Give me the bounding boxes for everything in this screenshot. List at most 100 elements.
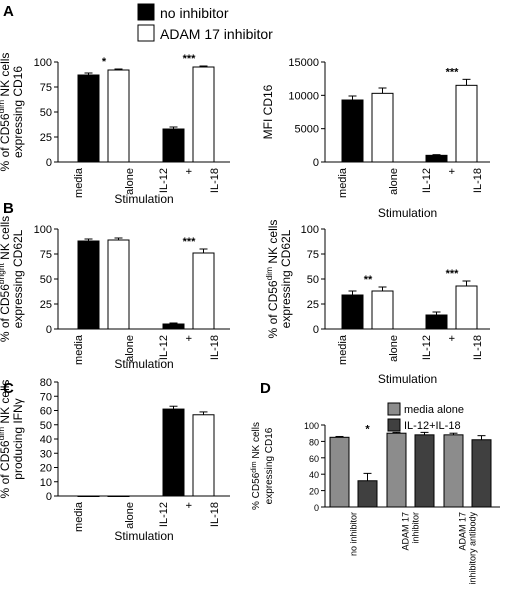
- significance-marker: ***: [183, 53, 197, 65]
- legend-d: media alone IL-12+IL-18: [387, 402, 464, 432]
- category-label-line: alone: [388, 168, 400, 195]
- y-tick-label: 60: [309, 454, 319, 464]
- category-label-line: +: [184, 335, 196, 341]
- bar: [455, 285, 478, 330]
- bar: [425, 154, 448, 163]
- significance-marker: *: [102, 56, 107, 68]
- bar: [371, 92, 394, 163]
- category-label-line: media: [73, 501, 85, 532]
- bar: [77, 495, 100, 497]
- category-label-line: IL-12: [421, 168, 433, 193]
- category-label: media alone: [337, 334, 400, 365]
- significance-marker: ***: [183, 236, 197, 248]
- y-tick-label: 5000: [295, 124, 319, 136]
- category-label: ADAM 17 inhibitory antibody: [458, 512, 478, 585]
- y-axis-label-line: expressing CD16: [264, 427, 275, 504]
- category-label-line: IL-18: [472, 168, 484, 193]
- chart-b: 0 25 50 75 100 % of CD56bright NK cellsexpres…: [0, 216, 230, 371]
- y-tick-label: 40: [309, 470, 319, 480]
- y-tick-label: 0: [46, 491, 52, 503]
- category-label-line: IL-18: [209, 168, 221, 193]
- y-tick-label: 70: [40, 391, 52, 403]
- y-tick-label: 0: [46, 324, 52, 336]
- bar: [414, 434, 435, 508]
- bar: [425, 314, 448, 330]
- y-tick-label: 15000: [288, 57, 319, 69]
- y-tick-label: 50: [40, 107, 52, 119]
- bar: [341, 294, 364, 330]
- y-axis-label-line: producing IFNγ: [11, 398, 25, 479]
- bar: [162, 323, 185, 330]
- bar: [107, 495, 130, 497]
- y-tick-label: 0: [314, 503, 319, 513]
- category-label: IL-12 + IL-18: [421, 168, 484, 193]
- category-label: media alone: [73, 501, 136, 532]
- y-tick-label: 0: [46, 157, 52, 169]
- category-label-line: no inhibitor: [349, 512, 359, 556]
- y-tick-label: 0: [313, 324, 319, 336]
- category-label-line: alone: [124, 168, 136, 195]
- y-tick-label: 50: [307, 274, 319, 286]
- y-tick-label: 50: [40, 274, 52, 286]
- significance-marker: **: [364, 274, 373, 286]
- y-axis-label-line: MFI CD16: [261, 84, 275, 139]
- y-axis-label-line: % of CD56dim NK cells: [264, 220, 280, 339]
- y-tick-label: 80: [309, 437, 319, 447]
- category-label-line: IL-18: [209, 502, 221, 527]
- y-axis-label: MFI CD16: [261, 84, 275, 139]
- category-label-line: IL-12: [421, 335, 433, 360]
- y-axis-label-line: % CD56dim NK cells: [251, 422, 263, 510]
- category-label-line: ADAM 17: [458, 512, 468, 551]
- legend-swatch-no-inhibitor: [137, 3, 155, 21]
- category-label: no inhibitor: [349, 512, 359, 556]
- bar: [77, 240, 100, 330]
- bar: [371, 290, 394, 330]
- y-tick-label: 10: [40, 477, 52, 489]
- bar: [471, 439, 492, 508]
- y-tick-label: 0: [313, 157, 319, 169]
- category-label-line: IL-12: [158, 335, 170, 360]
- chart-a2: 0 5000 10000 15000 MFI CD16 media alone *** IL-1…: [261, 57, 490, 220]
- y-tick-label: 25: [40, 299, 52, 311]
- bar: [192, 66, 215, 163]
- category-label-line: media: [73, 167, 85, 198]
- bar: [455, 84, 478, 163]
- category-label: ADAM 17 inhibitor: [401, 512, 421, 551]
- legend-d-label-il12-il18: IL-12+IL-18: [404, 420, 461, 432]
- panel-letter-d: D: [260, 380, 271, 397]
- legend-d-swatch-media-alone: [387, 402, 401, 416]
- category-label-line: +: [184, 502, 196, 508]
- category-label-line: IL-12: [158, 168, 170, 193]
- category-label: IL-12 + IL-18: [158, 335, 221, 360]
- category-label-line: ADAM 17: [401, 512, 411, 551]
- bar: [386, 432, 407, 508]
- y-tick-label: 100: [301, 224, 319, 236]
- bar: [77, 74, 100, 163]
- category-label-line: alone: [124, 335, 136, 362]
- y-axis-label: % CD56dim NK cells expressing CD16: [251, 422, 276, 510]
- y-tick-label: 25: [40, 132, 52, 144]
- category-label-line: IL-18: [209, 335, 221, 360]
- category-label: IL-12 + IL-18: [158, 502, 221, 527]
- panel-letter-b: B: [3, 200, 14, 217]
- category-label-line: alone: [388, 335, 400, 362]
- panel-letter-a: A: [3, 3, 14, 20]
- bar: [162, 128, 185, 163]
- y-tick-label: 25: [307, 299, 319, 311]
- bar: [107, 239, 130, 330]
- bar: [192, 414, 215, 497]
- category-label: IL-12 + IL-18: [158, 168, 221, 193]
- x-axis-label: Stimulation: [378, 372, 437, 386]
- y-axis-label-line: expressing CD62L: [279, 229, 293, 328]
- category-label-line: alone: [124, 502, 136, 529]
- y-tick-label: 75: [307, 249, 319, 261]
- category-label-line: IL-12: [158, 502, 170, 527]
- bar: [192, 252, 215, 330]
- bar: [443, 434, 464, 508]
- y-tick-label: 75: [40, 82, 52, 94]
- chart-a: 0 25 50 75 100 % of CD56dim NK cellsexpressin…: [0, 53, 230, 206]
- chart-b2: 0 25 50 75 100 % of CD56dim NK cells expressin…: [264, 220, 490, 386]
